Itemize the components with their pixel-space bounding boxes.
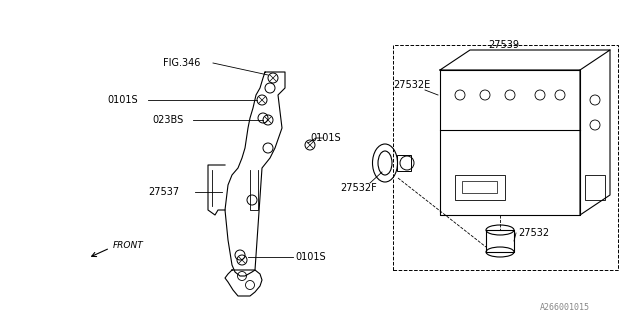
Text: 27539: 27539 [488,40,519,50]
Bar [462,181,497,193]
Text: 0101S: 0101S [310,133,340,143]
Text: 0101S: 0101S [295,252,326,262]
Bar [585,175,605,200]
Bar [397,155,411,171]
Text: 27532F: 27532F [340,183,377,193]
Text: 023BS: 023BS [152,115,183,125]
Text: 0101S: 0101S [107,95,138,105]
Text: 27532E: 27532E [393,80,430,90]
Bar [393,45,618,270]
Text: 27537: 27537 [148,187,179,197]
Bar [455,175,505,200]
Text: A266001015: A266001015 [540,303,590,312]
Text: 27532: 27532 [518,228,549,238]
Text: FIG.346: FIG.346 [163,58,200,68]
Text: FRONT: FRONT [113,241,144,250]
